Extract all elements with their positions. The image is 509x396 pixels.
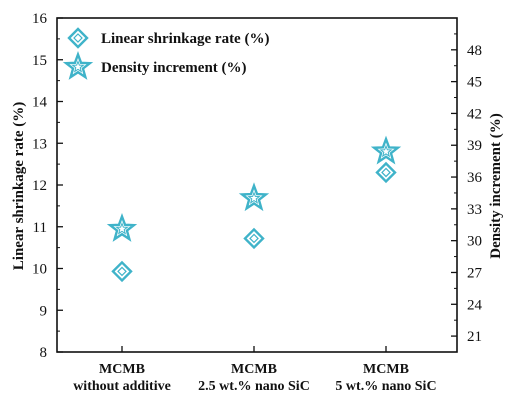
right-axis-tick-label: 45 [467,75,482,91]
x-axis-category-label: MCMB without additive [73,362,171,394]
right-axis-tick-label: 21 [467,329,482,345]
legend-marker-density [62,51,94,80]
x-axis-category-line: MCMB [231,362,277,377]
right-axis-title: Density increment (%) [488,113,504,259]
legend-marker-density-inner [71,60,85,73]
x-axis-category-line: MCMB [363,362,409,377]
x-axis-category-label: MCMB 5 wt.% nano SiC [335,362,436,394]
shrinkage-point [243,227,265,250]
right-axis-tick-label: 48 [467,43,482,59]
right-axis-tick-label: 42 [467,106,482,122]
shrinkage-point-inner [381,167,391,178]
left-axis-tick-label: 10 [32,262,47,278]
left-axis-title: Linear shrinkage rate (%) [11,102,27,270]
shrinkage-point-inner [249,233,259,244]
left-axis-tick-label: 15 [32,53,47,69]
density-point [106,213,138,242]
right-axis-tick-label: 30 [467,234,482,250]
x-axis-category-line: MCMB [99,362,145,377]
shrinkage-point [375,161,397,184]
left-axis-tick-label: 8 [40,345,48,361]
shrinkage-point-inner [117,266,127,277]
shrinkage-point [111,260,133,283]
density-point-inner [379,144,393,158]
legend-marker-shrinkage [67,27,89,49]
left-axis-tick-label: 14 [32,95,48,111]
density-point-inner [247,191,261,204]
right-axis-tick-label: 39 [467,138,482,154]
right-axis-tick-label: 27 [467,265,483,281]
legend-label: Density increment (%) [101,60,247,76]
right-axis-tick-label: 33 [467,202,482,218]
left-axis-tick-label: 16 [32,11,48,27]
x-axis-category-label: MCMB 2.5 wt.% nano SiC [198,362,310,394]
right-axis-tick-label: 24 [467,297,483,313]
right-axis-tick-label: 36 [467,170,483,186]
left-axis-tick-label: 11 [33,220,47,236]
left-axis-tick-label: 13 [32,136,47,152]
x-axis-category-line: 5 wt.% nano SiC [335,379,436,394]
legend-label: Linear shrinkage rate (%) [101,31,269,47]
density-point-inner [115,222,129,235]
legend-marker-shrinkage-inner [73,33,83,43]
left-axis-tick-label: 9 [40,303,48,319]
density-point [238,182,270,212]
x-axis-category-line: 2.5 wt.% nano SiC [198,379,310,394]
density-point [370,135,402,165]
x-axis-category-line: without additive [73,379,171,394]
left-axis-tick-label: 12 [32,178,47,194]
